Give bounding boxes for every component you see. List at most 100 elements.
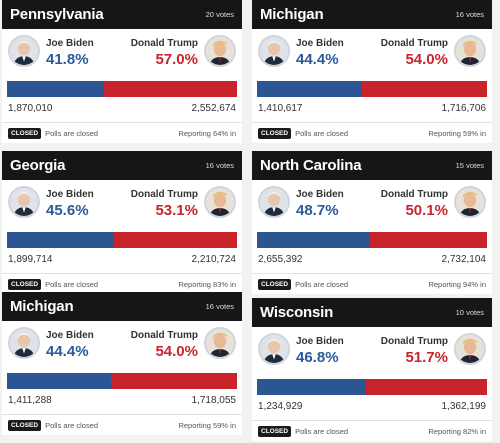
- trump-avatar: [454, 186, 486, 218]
- trump-percent: 50.1%: [405, 202, 448, 219]
- electoral-votes: 20 votes: [205, 10, 234, 19]
- candidates-row: Joe Biden 44.4% Donald Trump 54.0%: [2, 321, 242, 373]
- state-name: Georgia: [10, 157, 66, 174]
- reporting-status: Reporting 82% in: [428, 426, 486, 436]
- vote-counts: 1,410,617 1,716,706: [258, 103, 486, 114]
- card-header: Wisconsin 10 votes: [252, 298, 492, 327]
- vote-share-bar: [7, 232, 237, 248]
- closed-badge: CLOSED: [8, 278, 42, 290]
- trump-percent: 54.0%: [405, 51, 448, 68]
- reporting-status: Reporting 64% in: [178, 128, 236, 138]
- candidates-row: Joe Biden 46.8% Donald Trump 51.7%: [252, 327, 492, 379]
- card-header: Michigan 16 votes: [2, 292, 242, 321]
- reporting-status: Reporting 59% in: [428, 128, 486, 138]
- trump-share-bar: [366, 379, 487, 395]
- biden-percent: 48.7%: [296, 202, 339, 219]
- reporting-status: Reporting 59% in: [178, 420, 236, 430]
- trump-share-bar: [104, 81, 237, 97]
- card-header: North Carolina 15 votes: [252, 151, 492, 180]
- poll-status: Polls are closed: [45, 420, 99, 430]
- state-result-card[interactable]: Michigan 16 votes Joe Biden 44.4% Donald…: [252, 0, 492, 143]
- card-footer: CLOSED Polls are closed Reporting 83% in: [2, 273, 242, 294]
- closed-badge: CLOSED: [258, 425, 292, 437]
- poll-status: Polls are closed: [295, 279, 349, 289]
- card-footer: CLOSED Polls are closed Reporting 59% in: [2, 414, 242, 435]
- electoral-votes: 16 votes: [455, 10, 484, 19]
- biden-name: Joe Biden: [46, 189, 94, 200]
- biden-vote-count: 1,410,617: [258, 103, 303, 114]
- trump-share-bar: [110, 373, 237, 389]
- reporting-status: Reporting 83% in: [178, 279, 236, 289]
- trump-name: Donald Trump: [380, 189, 448, 200]
- biden-vote-count: 1,234,929: [258, 401, 303, 412]
- vote-counts: 1,870,010 2,552,674: [8, 103, 236, 114]
- biden-avatar: [258, 333, 290, 365]
- biden-name: Joe Biden: [46, 330, 94, 341]
- trump-vote-count: 2,552,674: [191, 103, 237, 114]
- biden-name: Joe Biden: [296, 336, 344, 347]
- vote-counts: 1,234,929 1,362,199: [258, 401, 486, 412]
- poll-status: Polls are closed: [295, 426, 349, 436]
- biden-vote-count: 1,870,010: [8, 103, 53, 114]
- poll-status: Polls are closed: [295, 128, 349, 138]
- candidates-row: Joe Biden 44.4% Donald Trump 54.0%: [252, 29, 492, 81]
- poll-status: Polls are closed: [45, 279, 99, 289]
- candidates-row: Joe Biden 41.8% Donald Trump 57.0%: [2, 29, 242, 81]
- biden-name: Joe Biden: [296, 38, 344, 49]
- poll-status: Polls are closed: [45, 128, 99, 138]
- trump-name: Donald Trump: [380, 38, 448, 49]
- vote-share-bar: [257, 379, 487, 395]
- trump-avatar: [204, 186, 236, 218]
- closed-badge: CLOSED: [8, 419, 42, 431]
- trump-vote-count: 1,362,199: [441, 401, 487, 412]
- trump-percent: 53.1%: [155, 202, 198, 219]
- vote-share-bar: [257, 81, 487, 97]
- biden-share-bar: [7, 81, 105, 97]
- state-result-card[interactable]: North Carolina 15 votes Joe Biden 48.7% …: [252, 151, 492, 294]
- card-footer: CLOSED Polls are closed Reporting 94% in: [252, 273, 492, 294]
- biden-share-bar: [257, 232, 371, 248]
- biden-share-bar: [257, 81, 361, 97]
- card-header: Pennsylvania 20 votes: [2, 0, 242, 29]
- state-name: Michigan: [10, 298, 74, 315]
- biden-vote-count: 1,411,288: [8, 395, 52, 406]
- biden-share-bar: [7, 232, 114, 248]
- biden-avatar: [258, 35, 290, 67]
- biden-percent: 44.4%: [296, 51, 339, 68]
- vote-counts: 1,411,288 1,718,055: [8, 395, 236, 406]
- trump-name: Donald Trump: [130, 189, 198, 200]
- state-result-card[interactable]: Michigan 16 votes Joe Biden 44.4% Donald…: [2, 292, 242, 435]
- biden-vote-count: 1,899,714: [8, 254, 53, 265]
- biden-vote-count: 2,655,392: [258, 254, 303, 265]
- electoral-votes: 16 votes: [205, 161, 234, 170]
- biden-avatar: [8, 327, 40, 359]
- biden-percent: 46.8%: [296, 349, 339, 366]
- biden-avatar: [8, 186, 40, 218]
- biden-share-bar: [257, 379, 367, 395]
- electoral-votes: 10 votes: [455, 308, 484, 317]
- vote-share-bar: [257, 232, 487, 248]
- vote-share-bar: [7, 373, 237, 389]
- biden-percent: 41.8%: [46, 51, 89, 68]
- trump-share-bar: [113, 232, 237, 248]
- trump-percent: 51.7%: [405, 349, 448, 366]
- electoral-votes: 16 votes: [205, 302, 234, 311]
- trump-avatar: [454, 333, 486, 365]
- biden-name: Joe Biden: [296, 189, 344, 200]
- vote-share-bar: [7, 81, 237, 97]
- state-result-card[interactable]: Wisconsin 10 votes Joe Biden 46.8% Donal…: [252, 298, 492, 441]
- trump-share-bar: [370, 232, 487, 248]
- candidates-row: Joe Biden 48.7% Donald Trump 50.1%: [252, 180, 492, 232]
- state-result-card[interactable]: Georgia 16 votes Joe Biden 45.6% Donald …: [2, 151, 242, 294]
- state-result-card[interactable]: Pennsylvania 20 votes Joe Biden 41.8% Do…: [2, 0, 242, 143]
- biden-percent: 45.6%: [46, 202, 89, 219]
- card-footer: CLOSED Polls are closed Reporting 64% in: [2, 122, 242, 143]
- biden-percent: 44.4%: [46, 343, 89, 360]
- closed-badge: CLOSED: [258, 278, 292, 290]
- trump-vote-count: 1,718,055: [191, 395, 237, 406]
- state-name: Michigan: [260, 6, 324, 23]
- trump-percent: 57.0%: [155, 51, 198, 68]
- state-name: North Carolina: [260, 157, 362, 174]
- electoral-votes: 15 votes: [455, 161, 484, 170]
- trump-vote-count: 2,210,724: [191, 254, 237, 265]
